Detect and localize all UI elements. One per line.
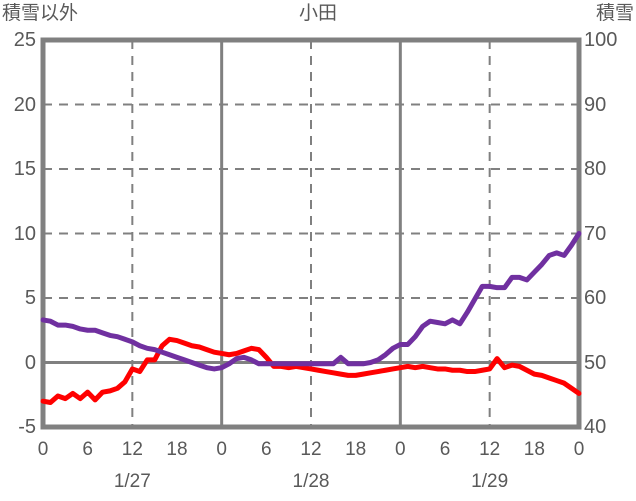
right-axis-tick-40: 40 [584, 416, 607, 438]
x-axis-date-label-1-28: 1/28 [292, 471, 330, 492]
x-axis-hour-label-10: 12 [479, 439, 501, 460]
right-axis-tick-60: 60 [584, 287, 607, 309]
x-axis-hour-label-8: 0 [395, 439, 406, 460]
x-axis-hour-label-12: 0 [573, 439, 585, 460]
x-axis-hour-label-3: 18 [166, 439, 188, 460]
x-axis-hour-label-6: 12 [300, 439, 322, 460]
left-axis-title: 積雪以外 [2, 3, 79, 24]
right-axis-title: 積雪 [595, 3, 634, 24]
left-axis-tick-15: 15 [13, 158, 36, 180]
chart-title: 小田 [298, 3, 337, 24]
x-axis-hour-label-0: 0 [37, 439, 49, 460]
left-axis-tick-25: 25 [13, 29, 36, 51]
x-axis-hour-label-4: 0 [216, 439, 227, 460]
right-axis-tick-70: 70 [584, 222, 607, 245]
right-axis-tick-100: 100 [584, 29, 618, 51]
left-axis-tick-20: 20 [13, 93, 36, 116]
x-axis-date-label-1-27: 1/27 [113, 471, 151, 492]
x-axis-hour-label-9: 6 [439, 439, 451, 460]
right-axis-tick-90: 90 [584, 93, 607, 116]
left-axis-tick-10: 10 [13, 222, 36, 245]
left-axis-tick-5: 5 [24, 287, 36, 309]
x-axis-hour-label-5: 6 [261, 439, 272, 460]
x-axis-date-label-1-29: 1/29 [471, 471, 509, 492]
left-axis-tick-0: 0 [24, 351, 36, 374]
x-axis-hour-label-11: 18 [523, 439, 545, 460]
left-axis-tick--5: -5 [18, 416, 36, 438]
right-axis-tick-50: 50 [584, 351, 607, 374]
x-axis-hour-label-2: 12 [121, 439, 143, 460]
x-axis-hour-label-7: 18 [345, 439, 367, 460]
x-axis-hour-label-1: 6 [82, 439, 93, 460]
right-axis-tick-80: 80 [584, 158, 607, 180]
